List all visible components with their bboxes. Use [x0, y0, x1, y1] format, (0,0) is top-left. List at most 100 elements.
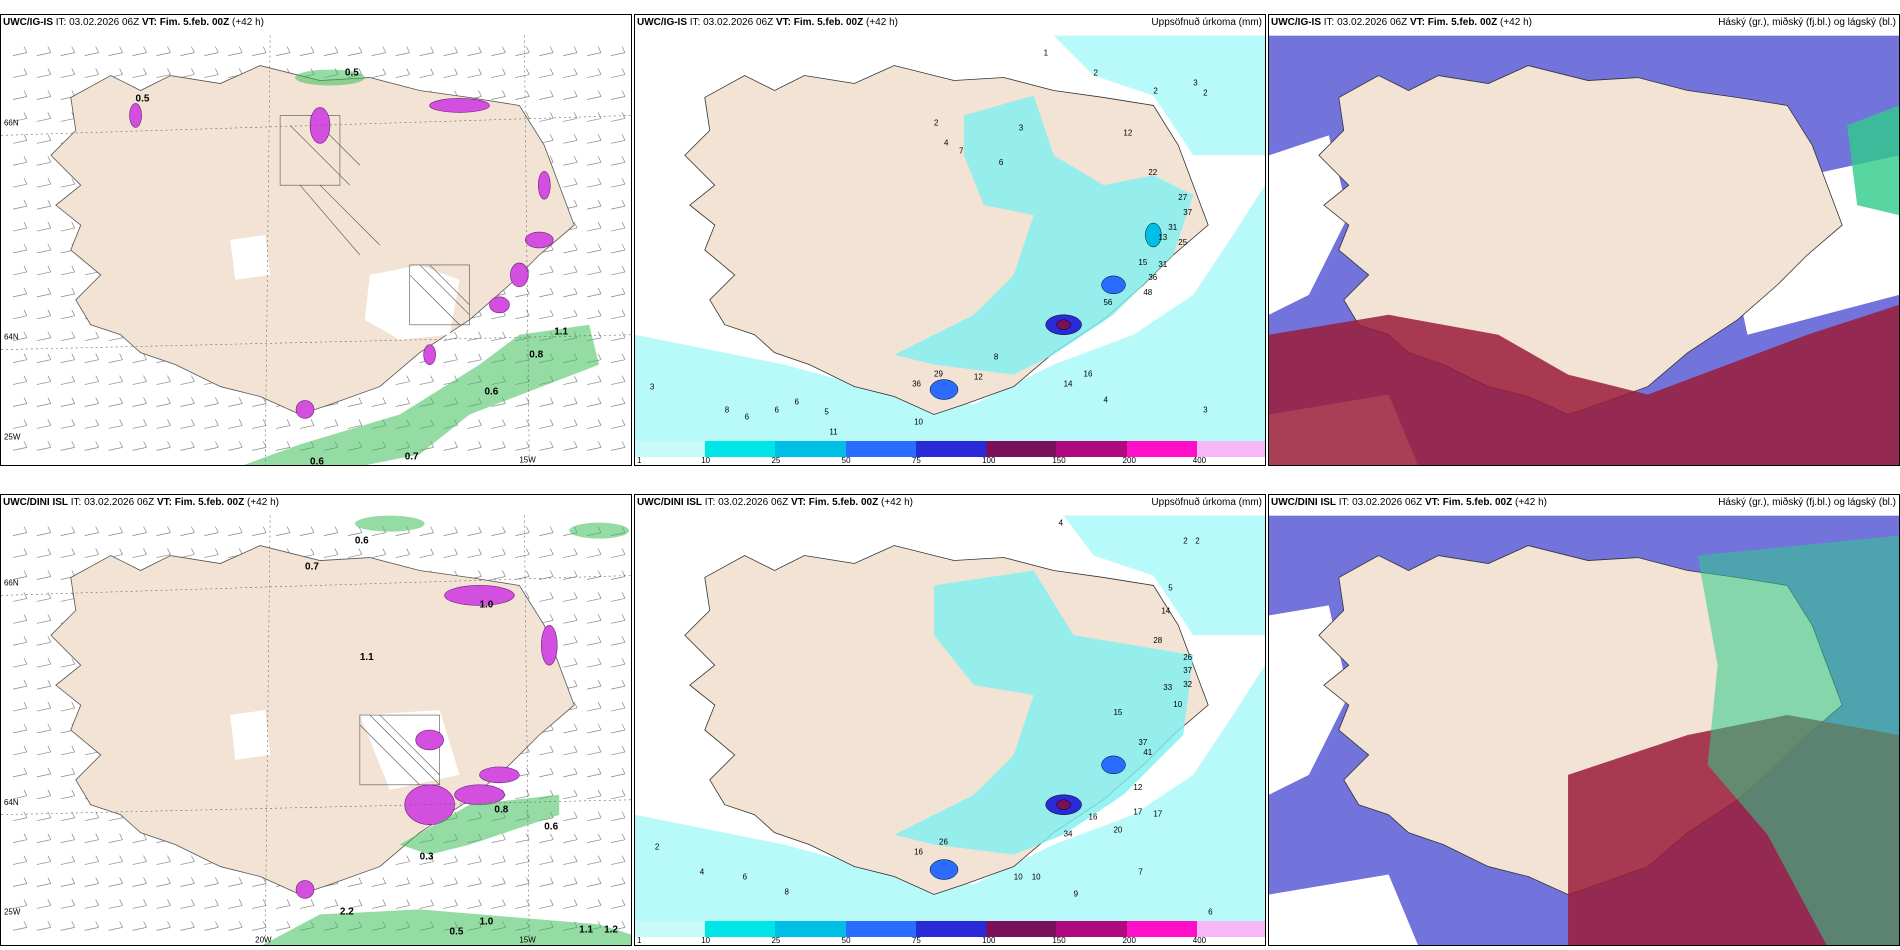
- value-label: 2: [655, 843, 660, 852]
- legend-swatch: [915, 441, 988, 457]
- legend-label: 100: [982, 456, 996, 465]
- precip-map: 1 2 3 2 2 2 4 7 6 3 12 22 27 37 31 25 15…: [635, 35, 1265, 443]
- value-label: 10: [1014, 872, 1023, 881]
- value-label: 13: [1158, 233, 1167, 242]
- value-label: 0.7: [305, 562, 319, 573]
- legend-swatch: [986, 921, 1058, 937]
- legend-label: 200: [1122, 456, 1136, 465]
- value-label: 31: [1168, 223, 1177, 232]
- value-label: 14: [1161, 606, 1170, 615]
- value-label: 4: [1104, 395, 1109, 404]
- value-label: 10: [1032, 872, 1041, 881]
- lat-label-66n: 66N: [4, 118, 19, 127]
- legend-label: 25: [771, 456, 781, 465]
- value-label: 2: [1183, 537, 1188, 546]
- value-label: 6: [999, 158, 1004, 167]
- value-label: 25: [1178, 238, 1187, 247]
- legend-swatch: [1196, 921, 1265, 937]
- value-label: 26: [1183, 653, 1192, 662]
- snow-patches: [295, 585, 558, 899]
- value-label: 2: [1094, 69, 1099, 78]
- value-label: 36: [1148, 273, 1157, 282]
- value-label: 2.2: [340, 906, 354, 917]
- hatched-snow-areas: [279, 115, 470, 326]
- value-label: 36: [912, 380, 921, 389]
- rain-bands: [262, 515, 631, 945]
- lat-label-64n: 64N: [4, 798, 19, 807]
- high-cloud-field: [1847, 105, 1899, 216]
- value-label: 0.3: [420, 852, 434, 863]
- lon-label-25w: 25W: [4, 907, 21, 916]
- value-label: 8: [725, 405, 730, 414]
- precip-map: 4 2 2 5 14 28 26 37 33 32 10 15 37 41 12…: [635, 515, 1265, 923]
- value-label: 8: [994, 353, 999, 362]
- panel-variable-title: Háský (gr.), miðský (fj.bl.) og lágský (…: [1718, 17, 1896, 28]
- value-label: 22: [1148, 168, 1157, 177]
- legend-swatch: [775, 921, 847, 937]
- white-interior-patch: [230, 235, 460, 340]
- legend-swatch: [845, 441, 917, 457]
- value-label: 0.8: [529, 350, 543, 361]
- value-label: 16: [1089, 813, 1098, 822]
- value-label: 10: [914, 417, 923, 426]
- value-label: 12: [974, 373, 983, 382]
- value-label: 10: [1173, 700, 1182, 709]
- precip-land-field: [894, 95, 1194, 375]
- snow-patches: [129, 98, 554, 419]
- value-label: 7: [1138, 868, 1143, 877]
- value-label: 0.5: [136, 93, 150, 104]
- legend-swatch: [915, 921, 988, 937]
- cloud-map: [1269, 35, 1899, 465]
- value-label: 15: [1113, 708, 1122, 717]
- legend-swatch: [1126, 441, 1198, 457]
- panel-cloud-cover-dini: UWC/DINI ISL IT: 03.02.2026 06Z VT: Fim.…: [1268, 494, 1900, 946]
- legend-label: 75: [911, 456, 921, 465]
- legend-label: 400: [1192, 936, 1207, 945]
- panel-variable-title: Uppsöfnuð úrkoma (mm): [1151, 497, 1262, 508]
- legend-swatch: [635, 441, 707, 457]
- value-label: 33: [1163, 683, 1172, 692]
- value-label: 0.6: [355, 536, 369, 547]
- wind-barb-map: 66N 64N 25W 20W 15W 0.6 0.7 1.0 1.1 0.8 …: [1, 515, 631, 945]
- value-label: 1.0: [479, 599, 493, 610]
- legend-label: 75: [911, 936, 921, 945]
- value-label: 8: [785, 887, 790, 896]
- value-label: 11: [829, 427, 838, 436]
- legend-label: 100: [982, 936, 996, 945]
- value-label: 15: [1138, 258, 1147, 267]
- lat-label-64n: 64N: [4, 333, 19, 342]
- value-label: 3: [650, 383, 655, 392]
- value-label: 5: [1168, 583, 1173, 592]
- value-label: 1.1: [554, 327, 568, 338]
- value-label: 56: [1104, 298, 1113, 307]
- value-label: 6: [794, 397, 799, 406]
- value-label: 17: [1153, 810, 1162, 819]
- value-label: 1.0: [479, 916, 493, 927]
- panel-accumulated-precip-dini: UWC/DINI ISL IT: 03.02.2026 06Z VT: Fim.…: [634, 494, 1266, 946]
- value-label: 4: [700, 868, 705, 877]
- precip-color-legend: 1 10 25 50 75 100 150 200 400: [635, 441, 1265, 465]
- value-label: 0.6: [310, 456, 324, 466]
- grid-lines: [1, 35, 631, 465]
- legend-label: 10: [701, 456, 711, 465]
- value-label: 17: [1133, 808, 1142, 817]
- value-label: 3: [1193, 78, 1198, 87]
- legend-swatch: [1196, 441, 1265, 457]
- lon-label-25w: 25W: [4, 432, 21, 441]
- value-label: 9: [1074, 889, 1079, 898]
- legend-swatch: [1056, 441, 1128, 457]
- panel-variable-title: Háský (gr.), miðský (fj.bl.) og lágský (…: [1718, 497, 1896, 508]
- value-label: 16: [1084, 370, 1093, 379]
- legend-label: 400: [1192, 456, 1207, 465]
- panel-wind-precip-type-dini: UWC/DINI ISL IT: 03.02.2026 06Z VT: Fim.…: [0, 494, 632, 946]
- rain-bands: [243, 69, 600, 465]
- value-label: 6: [1208, 907, 1213, 916]
- lat-label-66n: 66N: [4, 578, 19, 587]
- wind-barb-map: 66N 64N 25W 15W 0.5 0.5 1.1 0.8 0.6 0.6 …: [1, 35, 631, 466]
- hatched-snow-areas: [359, 714, 440, 786]
- precip-land-field: [894, 570, 1194, 855]
- precip-sea-field: [635, 515, 1265, 923]
- value-label: 14: [1064, 380, 1073, 389]
- value-label: 26: [939, 838, 948, 847]
- panel-wind-precip-type-igis: UWC/IG-IS IT: 03.02.2026 06Z VT: Fim. 5.…: [0, 14, 632, 466]
